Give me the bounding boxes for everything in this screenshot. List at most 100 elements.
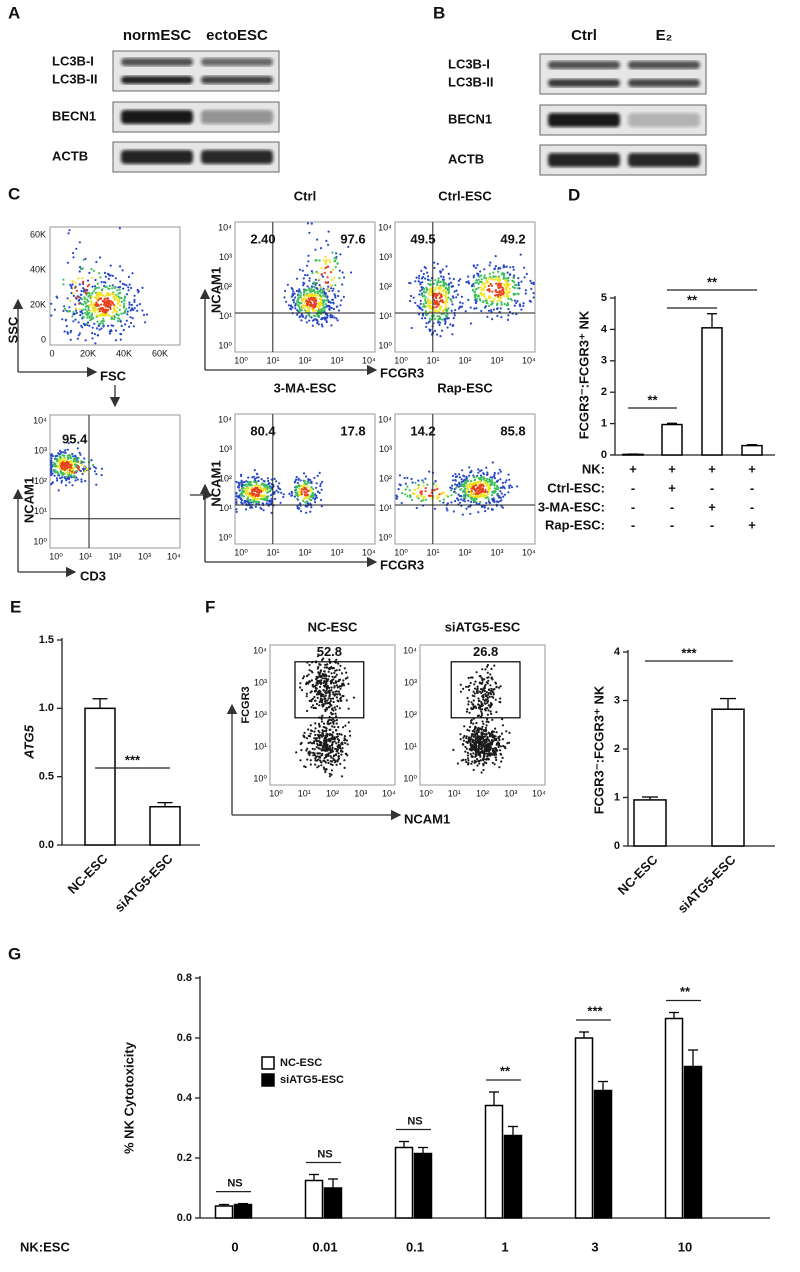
event-dot [484, 707, 487, 710]
event-dot [325, 707, 328, 710]
event-dot [334, 296, 337, 299]
event-dot [463, 483, 466, 487]
event-dot [88, 324, 91, 327]
event-dot [77, 457, 80, 460]
event-dot [298, 288, 301, 291]
event-dot [331, 734, 334, 737]
event-dot [340, 733, 343, 736]
event-dot [59, 470, 62, 473]
event-dot [470, 721, 473, 725]
significance-label: NS [407, 1115, 422, 1127]
event-dot [319, 759, 322, 762]
event-dot [475, 475, 478, 478]
event-dot [333, 293, 336, 296]
event-dot [500, 316, 503, 319]
event-dot [104, 285, 107, 288]
event-dot [512, 292, 515, 295]
event-dot [476, 264, 479, 267]
event-dot [321, 714, 324, 717]
event-dot [509, 297, 512, 300]
event-dot [54, 462, 57, 465]
event-dot [516, 287, 519, 290]
event-dot [311, 324, 314, 327]
event-dot [322, 766, 325, 769]
event-dot [480, 745, 483, 748]
event-dot [499, 486, 502, 489]
event-dot [309, 291, 312, 294]
event-dot [494, 255, 497, 258]
event-dot [299, 294, 302, 297]
event-dot [497, 293, 500, 296]
event-dot [128, 303, 131, 306]
y-tick-label: 0 [41, 334, 46, 344]
event-dot [462, 493, 465, 497]
event-dot [489, 261, 492, 264]
event-dot [144, 321, 147, 324]
event-dot [64, 318, 68, 321]
bar [149, 805, 181, 846]
event-dot [125, 319, 128, 322]
event-dot [410, 326, 413, 330]
event-dot [487, 507, 490, 510]
event-dot [86, 298, 89, 301]
event-dot [268, 499, 271, 502]
event-dot [247, 488, 250, 491]
event-dot [67, 472, 70, 475]
event-dot [329, 750, 332, 753]
event-dot [470, 500, 473, 504]
event-dot [329, 722, 332, 725]
event-dot [523, 276, 526, 279]
y-tick-label: 3 [601, 355, 607, 367]
event-dot [308, 735, 312, 738]
event-dot [450, 300, 453, 303]
event-dot [238, 489, 241, 492]
event-dot [96, 308, 99, 311]
event-dot [314, 304, 317, 307]
event-dot [494, 756, 497, 759]
event-dot [459, 683, 462, 686]
x-tick-label: 10¹ [266, 547, 279, 557]
event-dot [340, 775, 344, 778]
y-tick-label: 1 [614, 791, 620, 803]
bar [84, 707, 116, 846]
y-axis-label: FCGR3 [240, 686, 252, 723]
event-dot [509, 266, 512, 269]
event-dot [90, 301, 93, 304]
event-dot [293, 292, 296, 295]
event-dot [114, 316, 117, 319]
event-dot [50, 462, 53, 465]
event-dot [292, 294, 295, 297]
event-dot [240, 501, 243, 504]
event-dot [480, 274, 483, 277]
y-tick-label: 10³ [219, 444, 232, 454]
event-dot [484, 305, 487, 308]
event-dot [442, 280, 445, 283]
event-dot [320, 308, 323, 311]
event-dot [496, 299, 499, 302]
event-dot [307, 254, 310, 257]
event-dot [499, 299, 502, 302]
event-dot [469, 512, 472, 515]
event-dot [84, 291, 87, 294]
event-dot [425, 302, 428, 305]
condition-mark: - [710, 480, 714, 495]
event-dot [500, 303, 503, 306]
event-dot [343, 739, 346, 742]
event-dot [296, 485, 299, 488]
event-dot [103, 271, 107, 274]
x-tick-label: siATG5-ESC [111, 851, 176, 916]
event-dot [456, 293, 459, 296]
event-dot [460, 485, 464, 488]
event-dot [408, 489, 411, 492]
lane-label: E₂ [656, 27, 673, 44]
condition-mark: + [708, 461, 716, 476]
event-dot [453, 314, 456, 317]
event-dot [339, 664, 342, 667]
event-dot [500, 492, 503, 495]
event-dot [251, 476, 254, 479]
event-dot [500, 301, 503, 304]
y-tick-label: 10⁰ [378, 340, 392, 350]
event-dot [87, 306, 90, 309]
event-dot [111, 284, 114, 287]
event-dot [293, 495, 296, 498]
